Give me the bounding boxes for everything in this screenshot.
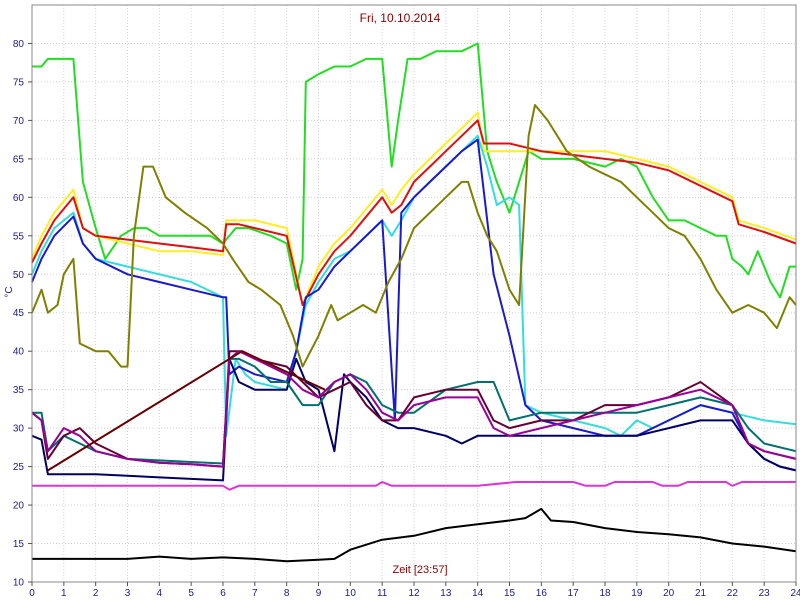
- x-tick-label-12: 12: [408, 588, 420, 599]
- chart-title: Fri, 10.10.2014: [360, 11, 441, 25]
- x-tick-label-15: 15: [504, 588, 516, 599]
- x-tick-label-10: 10: [345, 588, 357, 599]
- series-line-11: [47, 350, 326, 472]
- y-tick-label-70: 70: [13, 116, 25, 127]
- y-axis-label: °C: [4, 286, 15, 297]
- series-line-5: [31, 138, 797, 472]
- x-tick-label-22: 22: [727, 588, 739, 599]
- x-tick-label-13: 13: [440, 588, 452, 599]
- x-tick-label-17: 17: [568, 588, 580, 599]
- grid: [31, 5, 797, 583]
- series-line-1: [32, 42, 796, 299]
- x-tick-label-4: 4: [157, 588, 163, 599]
- x-tick-label-20: 20: [663, 588, 675, 599]
- y-tick-label-65: 65: [13, 154, 25, 165]
- x-tick-label-24: 24: [790, 588, 800, 599]
- series-line-7: [31, 104, 797, 368]
- y-tick-label-25: 25: [13, 462, 25, 473]
- x-tick-label-1: 1: [61, 588, 67, 599]
- x-tick-label-3: 3: [125, 588, 131, 599]
- x-tick-label-5: 5: [188, 588, 194, 599]
- x-tick-label-9: 9: [316, 588, 322, 599]
- y-tick-label-30: 30: [13, 424, 25, 435]
- y-tick-label-15: 15: [13, 539, 25, 550]
- x-tick-label-6: 6: [220, 588, 226, 599]
- x-tick-label-18: 18: [599, 588, 611, 599]
- series-line-4: [31, 134, 797, 437]
- y-tick-label-40: 40: [13, 347, 25, 358]
- x-tick-label-21: 21: [695, 588, 707, 599]
- series-line-13: [32, 507, 797, 563]
- x-tick-label-7: 7: [252, 588, 258, 599]
- y-tick-label-45: 45: [13, 308, 25, 319]
- y-tick-label-35: 35: [13, 385, 25, 396]
- y-tick-label-60: 60: [13, 193, 25, 204]
- series-line-10: [31, 350, 797, 468]
- x-tick-label-8: 8: [284, 588, 290, 599]
- x-tick-label-19: 19: [631, 588, 643, 599]
- y-tick-label-75: 75: [13, 77, 25, 88]
- series-line-6: [31, 357, 797, 482]
- x-tick-label-11: 11: [377, 588, 388, 599]
- y-tick-label-10: 10: [13, 578, 25, 589]
- y-tick-label-55: 55: [13, 231, 25, 242]
- x-tick-label-23: 23: [759, 588, 771, 599]
- ticks: 0 1 2 3 4 5 6 7 8 9 10 11 12 13 14 15 16 17 18 19 20 21 22 23 24…: [13, 39, 800, 599]
- x-axis-label: Zeit [23:57]: [392, 564, 447, 576]
- x-tick-label-14: 14: [472, 588, 484, 599]
- x-tick-label-0: 0: [29, 588, 35, 599]
- y-tick-label-50: 50: [13, 270, 25, 281]
- x-tick-label-2: 2: [93, 588, 99, 599]
- y-tick-label-80: 80: [13, 39, 25, 50]
- series-line-2: [31, 111, 797, 306]
- series-line-12: [32, 481, 796, 491]
- x-tick-label-16: 16: [536, 588, 548, 599]
- y-tick-label-20: 20: [13, 501, 25, 512]
- series-layer: [31, 42, 797, 563]
- series-line-3: [31, 119, 797, 306]
